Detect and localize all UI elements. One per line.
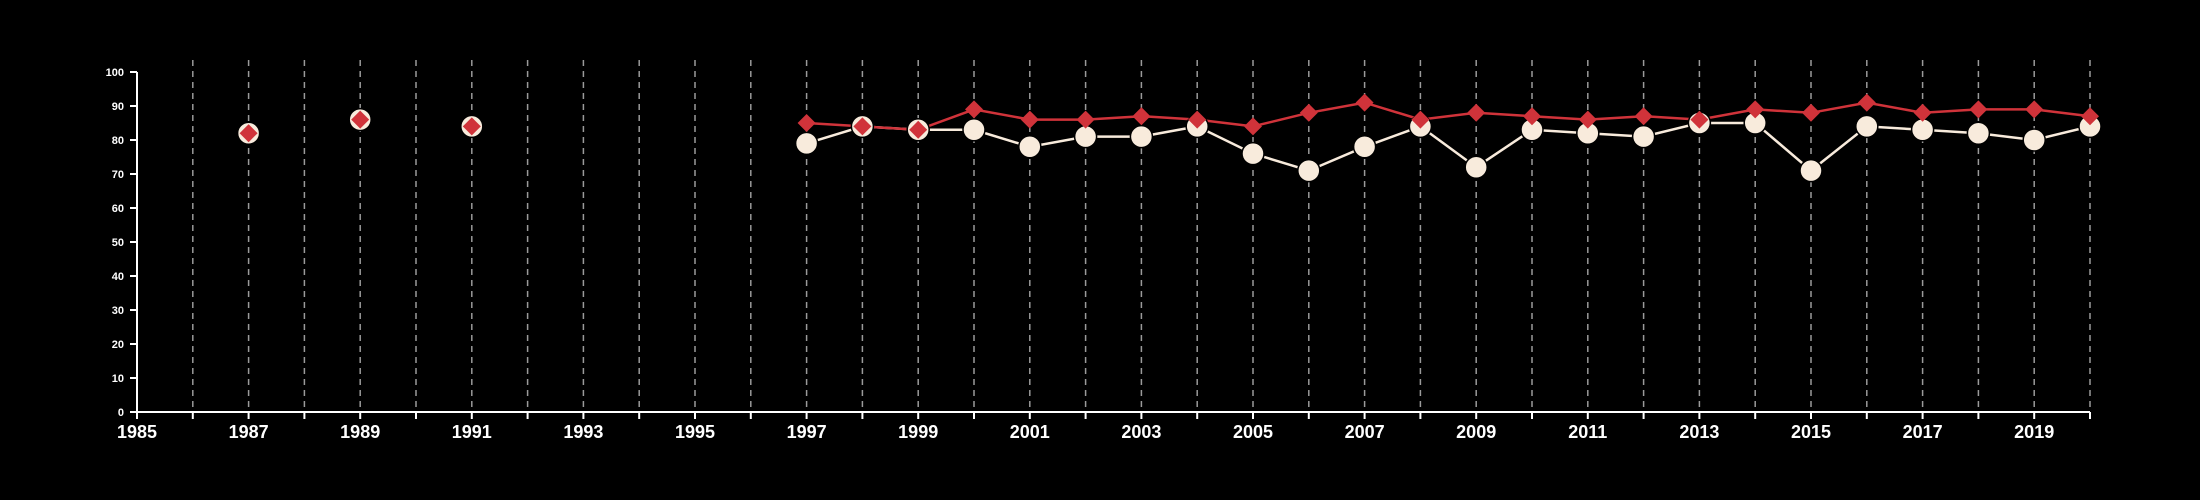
- x-tick-label: 2009: [1456, 422, 1496, 442]
- series-2-point: [1969, 100, 1988, 119]
- series-2-point: [1857, 93, 1876, 112]
- y-tick-label: 20: [112, 339, 124, 351]
- x-tick-label: 2005: [1233, 422, 1273, 442]
- y-tick-label: 30: [112, 305, 124, 317]
- x-tick-label: 1987: [229, 422, 269, 442]
- y-tick-label: 40: [112, 271, 124, 283]
- series-2-point: [1299, 103, 1318, 122]
- x-tick-label: 2007: [1345, 422, 1385, 442]
- series-2-point: [853, 117, 872, 136]
- series-2-line: [806, 101, 2091, 132]
- series-2-point: [2025, 100, 2044, 119]
- x-tick-label: 1999: [898, 422, 938, 442]
- series-1-point: [1073, 124, 1098, 149]
- series-1-line: [806, 121, 2091, 173]
- series-1-point: [1241, 141, 1265, 166]
- series-2-point: [965, 100, 983, 119]
- x-tick-label: 2017: [1903, 422, 1943, 442]
- series-2-point: [1690, 110, 1709, 129]
- x-tick-label: 2019: [2014, 422, 2054, 442]
- series-2-point: [1188, 110, 1207, 129]
- x-tick-label: 2003: [1121, 422, 1161, 442]
- series-2-point: [1244, 117, 1262, 136]
- series-2-point: [462, 117, 481, 136]
- series-2-point: [1913, 103, 1932, 122]
- series-2-point: [1411, 110, 1430, 129]
- series-2-point: [1467, 103, 1486, 122]
- series-1-point: [962, 118, 986, 142]
- y-tick-label: 0: [118, 407, 124, 419]
- series-2-point: [909, 120, 928, 139]
- y-tick-label: 100: [106, 67, 124, 79]
- y-tick-label: 60: [112, 203, 124, 215]
- series-1-point: [1631, 124, 1656, 149]
- series-1-point: [1855, 114, 1879, 139]
- series-2-point: [1578, 110, 1597, 129]
- x-tick-label: 2001: [1010, 422, 1050, 442]
- x-tick-label: 1985: [117, 422, 157, 442]
- y-tick-label: 50: [112, 237, 124, 249]
- series-2-point: [2081, 107, 2099, 126]
- series-2-point: [1076, 110, 1095, 129]
- series-2-point: [1132, 107, 1151, 126]
- series-2-point: [1746, 100, 1765, 119]
- series-1-point: [1910, 118, 1935, 142]
- x-tick-label: 1995: [675, 422, 715, 442]
- x-tick-label: 1997: [787, 422, 827, 442]
- series-2-point: [239, 124, 258, 143]
- series-2-point: [351, 110, 370, 129]
- x-tick-label: 1993: [563, 422, 603, 442]
- series-1-point: [2022, 128, 2046, 152]
- series-2-point: [1523, 107, 1541, 126]
- series-1-point: [1129, 124, 1154, 149]
- series-2-point: [797, 114, 816, 132]
- x-tick-label: 2011: [1568, 422, 1607, 442]
- series-1-point: [1018, 135, 1042, 159]
- series-1-point: [1799, 158, 1823, 183]
- x-tick-label: 1991: [452, 422, 492, 442]
- x-tick-label: 2015: [1791, 422, 1831, 442]
- x-tick-label: 2013: [1679, 422, 1719, 442]
- series-1-point: [1464, 155, 1488, 179]
- series-1-point: [1966, 121, 1991, 145]
- series-1-point: [1352, 135, 1377, 159]
- series-2-point: [1020, 110, 1039, 129]
- series-1-point: [1297, 158, 1321, 183]
- y-tick-label: 90: [112, 101, 124, 113]
- series-2-point: [1355, 93, 1374, 112]
- series-1-point: [794, 131, 819, 156]
- y-tick-label: 80: [112, 135, 124, 147]
- series-2-point: [1634, 107, 1653, 126]
- y-tick-label: 70: [112, 169, 124, 181]
- y-tick-label: 10: [112, 373, 124, 385]
- x-tick-label: 1989: [340, 422, 380, 442]
- series-2-point: [1802, 103, 1820, 122]
